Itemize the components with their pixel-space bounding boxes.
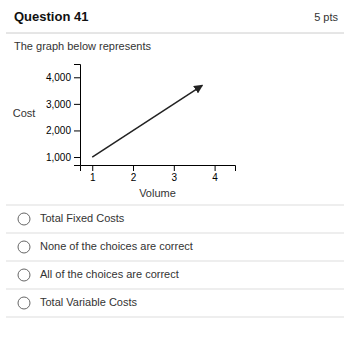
choice[interactable]: Total Fixed Costs — [40, 212, 125, 224]
x-tick-label: 3 — [172, 172, 178, 183]
separator — [6, 205, 344, 206]
radio-button[interactable] — [18, 241, 30, 253]
separator — [6, 233, 344, 234]
y-tick-label: 2,000 — [46, 125, 71, 136]
x-tick-mark — [215, 165, 216, 171]
choice[interactable]: Total Variable Costs — [40, 296, 138, 308]
x-tick: 4 — [212, 165, 218, 183]
x-tick-label: 2 — [131, 172, 137, 183]
y-tick: 2,000 — [46, 125, 80, 136]
y-tick: 4,000 — [46, 72, 80, 83]
x-tick-label: 4 — [212, 172, 218, 183]
header-line — [6, 33, 344, 34]
x-tick-mark — [174, 165, 175, 171]
y-tick-label: 4,000 — [46, 72, 71, 83]
x-tick: 2 — [131, 165, 137, 183]
points: 5 pts — [314, 11, 338, 23]
y-tick-label: 3,000 — [46, 99, 71, 110]
separator — [6, 317, 344, 318]
separator — [6, 261, 344, 262]
y-axis-title: Cost — [13, 107, 36, 119]
x-tick-mark — [133, 165, 134, 171]
x-tick: 3 — [172, 165, 178, 183]
y-tick-mark — [74, 157, 80, 158]
chart-card: Question 41 5 pts The graph below represen… — [0, 0, 350, 337]
y-axis-line — [74, 65, 81, 166]
y-tick-mark — [74, 77, 80, 78]
radio-button[interactable] — [18, 269, 30, 281]
x-tick: 1 — [90, 165, 96, 183]
subtitle: The graph below represents — [14, 40, 151, 52]
y-tick-mark — [74, 104, 80, 105]
x-axis: 1 2 3 4 — [81, 165, 236, 183]
x-tick-label: 1 — [90, 172, 96, 183]
radio-button[interactable] — [18, 213, 30, 225]
y-tick: 3,000 — [46, 99, 80, 110]
line — [92, 85, 202, 157]
plot-area — [92, 85, 202, 157]
y-tick-mark — [74, 130, 80, 131]
choice[interactable]: All of the choices are correct — [40, 268, 179, 280]
x-tick-mark — [92, 165, 93, 171]
x-axis-title: Volume — [139, 187, 176, 199]
choice[interactable]: None of the choices are correct — [40, 240, 193, 252]
title: Question 41 — [14, 9, 88, 24]
y-tick-label: 1,000 — [46, 152, 71, 163]
x-axis-line — [81, 166, 236, 172]
radio-button[interactable] — [18, 297, 30, 309]
y-axis: 1,000 2,000 3,000 4,000 — [46, 65, 81, 166]
separator — [6, 289, 344, 290]
y-tick: 1,000 — [46, 152, 80, 163]
